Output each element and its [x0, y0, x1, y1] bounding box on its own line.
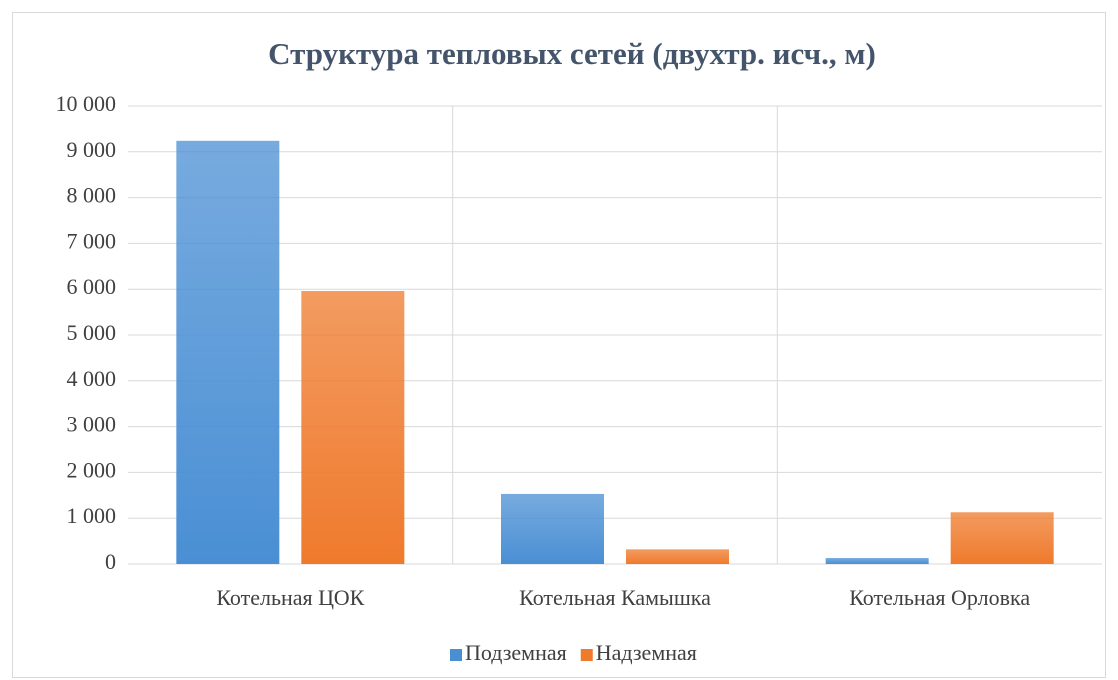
y-tick-label: 5 000 — [67, 320, 117, 345]
legend-swatch — [580, 649, 593, 661]
y-tick-label: 10 000 — [56, 91, 117, 116]
bar — [501, 493, 604, 564]
y-tick-label: 9 000 — [67, 137, 117, 162]
bar — [301, 291, 405, 564]
x-tick-label: Котельная Камышка — [519, 585, 711, 610]
y-tick-label: 4 000 — [67, 366, 117, 391]
x-tick-label: Котельная ЦОК — [216, 585, 364, 610]
x-tick-label: Котельная Орловка — [849, 585, 1030, 610]
chart-title: Структура тепловых сетей (двухтр. исч., … — [268, 36, 876, 71]
y-tick-label: 1 000 — [67, 503, 117, 528]
bar — [176, 140, 280, 565]
bar — [950, 512, 1054, 564]
legend-label: Подземная — [465, 640, 567, 665]
y-tick-label: 0 — [105, 549, 116, 574]
y-tick-label: 3 000 — [67, 412, 117, 437]
legend-swatch — [450, 649, 462, 661]
y-tick-label: 6 000 — [67, 274, 117, 299]
y-tick-label: 2 000 — [67, 457, 117, 482]
y-tick-label: 7 000 — [67, 228, 117, 253]
y-tick-label: 8 000 — [67, 183, 117, 208]
legend-label: Надземная — [596, 640, 697, 665]
bar — [626, 549, 729, 564]
bar — [825, 558, 929, 564]
